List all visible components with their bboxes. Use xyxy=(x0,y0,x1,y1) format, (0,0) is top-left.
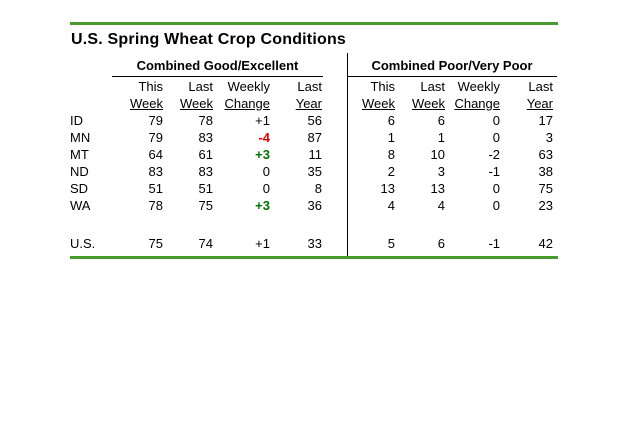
pvp-weekly-change: 0 xyxy=(492,181,500,196)
pvp-weekly-change: 0 xyxy=(492,130,500,145)
ge-header-change: Change xyxy=(224,96,270,111)
mid-gap xyxy=(322,95,352,112)
ge-header-this: This xyxy=(138,79,163,94)
pvp-last-week: 6 xyxy=(437,236,445,251)
pvp-last-week: 6 xyxy=(437,113,445,128)
mid-gap xyxy=(322,235,352,252)
pvp-header-change: Change xyxy=(454,96,500,111)
ge-weekly-change: +1 xyxy=(255,113,270,128)
section-divider xyxy=(347,53,348,256)
ge-header-week1: Week xyxy=(130,96,163,111)
pvp-this-week: 6 xyxy=(387,113,395,128)
pvp-weekly-change: -2 xyxy=(488,147,500,162)
pvp-this-week: 8 xyxy=(387,147,395,162)
ge-last-year: 56 xyxy=(307,113,322,128)
pvp-last-year: 3 xyxy=(545,130,553,145)
ge-weekly-change: 0 xyxy=(262,164,270,179)
ge-last-week: 78 xyxy=(198,113,213,128)
ge-this-week: 79 xyxy=(148,113,163,128)
pvp-this-week: 13 xyxy=(380,181,395,196)
pvp-last-year: 38 xyxy=(538,164,553,179)
pvp-this-week: 1 xyxy=(387,130,395,145)
ge-this-week: 64 xyxy=(148,147,163,162)
state-label: ID xyxy=(70,113,83,128)
ge-this-week: 79 xyxy=(148,130,163,145)
header-blank xyxy=(70,78,116,95)
pvp-last-year: 23 xyxy=(538,198,553,213)
ge-last-week: 74 xyxy=(198,236,213,251)
ge-header-weekly: Weekly xyxy=(227,79,270,94)
pvp-last-week: 13 xyxy=(430,181,445,196)
section-header-good-excellent: Combined Good/Excellent xyxy=(112,57,323,77)
mid-gap xyxy=(322,163,352,180)
pvp-last-year: 75 xyxy=(538,181,553,196)
state-label: MN xyxy=(70,130,91,145)
pvp-this-week: 5 xyxy=(387,236,395,251)
ge-this-week: 75 xyxy=(148,236,163,251)
ge-last-year: 35 xyxy=(307,164,322,179)
ge-last-week: 61 xyxy=(198,147,213,162)
ge-weekly-change: 0 xyxy=(262,181,270,196)
ge-this-week: 51 xyxy=(148,181,163,196)
us-label: U.S. xyxy=(70,236,96,251)
pvp-header-week1: Week xyxy=(362,96,395,111)
ge-last-year: 11 xyxy=(308,147,323,162)
pvp-header-year: Year xyxy=(526,96,553,111)
ge-last-year: 8 xyxy=(314,181,322,196)
pvp-header-weekly: Weekly xyxy=(457,79,500,94)
ge-last-year: 33 xyxy=(307,236,322,251)
mid-gap xyxy=(322,78,352,95)
mid-gap xyxy=(322,146,352,163)
mid-gap xyxy=(322,129,352,146)
blank-row xyxy=(70,214,553,235)
ge-last-year: 36 xyxy=(307,198,322,213)
pvp-last-year: 17 xyxy=(538,113,553,128)
mid-gap xyxy=(322,180,352,197)
state-label: SD xyxy=(70,181,89,196)
ge-last-week: 51 xyxy=(198,181,213,196)
pvp-last-year: 42 xyxy=(538,236,553,251)
page-title: U.S. Spring Wheat Crop Conditions xyxy=(71,31,347,48)
mid-gap xyxy=(322,112,352,129)
pvp-weekly-change: 0 xyxy=(492,198,500,213)
state-label: ND xyxy=(70,164,89,179)
ge-last-week: 83 xyxy=(198,164,213,179)
pvp-header-this: This xyxy=(370,79,395,94)
header-blank xyxy=(70,95,116,112)
ge-weekly-change: +3 xyxy=(255,147,270,162)
state-label: MT xyxy=(70,147,89,162)
ge-last-year: 87 xyxy=(307,130,322,145)
ge-header-week2: Week xyxy=(180,96,213,111)
pvp-header-last: Last xyxy=(420,79,445,94)
ge-header-last: Last xyxy=(188,79,213,94)
conditions-table: This Last Weekly Last This Last Weekly L… xyxy=(70,78,558,252)
bottom-rule xyxy=(70,256,558,259)
pvp-last-week: 3 xyxy=(437,164,445,179)
pvp-weekly-change: -1 xyxy=(488,164,500,179)
ge-this-week: 83 xyxy=(148,164,163,179)
pvp-this-week: 4 xyxy=(387,198,395,213)
section-header-poor-very-poor: Combined Poor/Very Poor xyxy=(347,57,557,77)
ge-header-year: Year xyxy=(295,96,322,111)
ge-this-week: 78 xyxy=(148,198,163,213)
top-rule xyxy=(70,22,558,25)
pvp-this-week: 2 xyxy=(387,164,395,179)
ge-last-week: 75 xyxy=(198,198,213,213)
ge-weekly-change: +3 xyxy=(255,198,270,213)
pvp-header-week2: Week xyxy=(412,96,445,111)
pvp-last-year: 63 xyxy=(538,147,553,162)
ge-last-week: 83 xyxy=(198,130,213,145)
pvp-weekly-change: 0 xyxy=(492,113,500,128)
pvp-last-week: 10 xyxy=(430,147,445,162)
mid-gap xyxy=(322,197,352,214)
pvp-weekly-change: -1 xyxy=(488,236,500,251)
ge-weekly-change: +1 xyxy=(255,236,270,251)
pvp-header-lastyear: Last xyxy=(528,79,553,94)
ge-header-lastyear: Last xyxy=(297,79,322,94)
state-label: WA xyxy=(70,198,91,213)
pvp-last-week: 1 xyxy=(437,130,445,145)
ge-weekly-change: -4 xyxy=(258,130,270,145)
pvp-last-week: 4 xyxy=(437,198,445,213)
